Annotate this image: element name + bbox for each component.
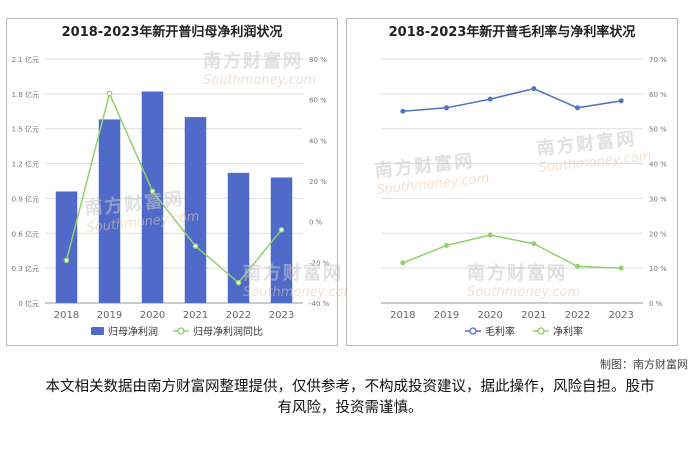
legend-line-label: 归母净利润同比 (193, 325, 263, 338)
bar (98, 119, 121, 304)
y-right-tick-label: 20 % (309, 178, 327, 186)
y-right-tick-label: 0 % (309, 219, 323, 227)
y-right-tick-label: -20 % (309, 259, 330, 267)
net-margin-point (444, 242, 449, 248)
x-tick-label: 2018 (390, 310, 415, 321)
y-right-tick-label: 60 % (309, 97, 327, 105)
net-profit-chart: 0 亿元 0.3 亿元 0.6 亿元 0.9 亿元 1.2 亿元 1.5 亿元 1.8 亿元… (12, 55, 330, 338)
net-margin-point (487, 232, 493, 238)
y-left-tick-label: 1.8 亿元 (12, 90, 39, 99)
legend-line-marker (537, 327, 545, 335)
net-margin-point (618, 265, 624, 271)
net-profit-chart-panel: 2018-2023年新开普归母净利润状况 0 亿元 0.3 亿元 0.6 亿元 0.9… (6, 18, 356, 346)
gross-margin-line (402, 87, 622, 113)
x-tick-label: 2022 (565, 310, 590, 321)
x-tick-label: 2019 (434, 310, 459, 321)
x-tick-label: 2023 (269, 310, 294, 321)
y-right-tick-label: 40 % (309, 137, 327, 145)
x-tick-label: 2023 (608, 310, 633, 321)
y-right-tick-label: 40 % (649, 161, 667, 169)
bar (270, 177, 293, 303)
bar (141, 91, 164, 304)
bar (184, 117, 207, 303)
gross-margin-point (487, 96, 493, 102)
legend-bar-swatch (91, 327, 104, 335)
y-right-tick-label: 60 % (649, 91, 667, 99)
y-left-tick-label: 1.2 亿元 (12, 160, 39, 169)
y-left-tick-label: 0.9 亿元 (12, 194, 39, 203)
yoy-point (149, 188, 156, 195)
y-right-tick-label: 30 % (649, 195, 667, 203)
y-right-tick-label: 20 % (649, 230, 667, 238)
gross-margin-point (400, 108, 406, 114)
x-tick-label: 2020 (477, 310, 502, 321)
legend-line-label: 毛利率 (485, 325, 515, 338)
legend-line-label: 净利率 (553, 325, 583, 338)
x-tick-label: 2021 (183, 310, 208, 321)
yoy-line (65, 91, 283, 284)
margin-chart: 0 % 10 % 20 % 30 % 40 % 50 % 60 % 70 % 2018 2019 2… (381, 56, 667, 338)
y-right-tick-label: 10 % (649, 265, 667, 273)
y-left-tick-label: 2.1 亿元 (12, 55, 39, 64)
x-tick-label: 2020 (140, 310, 165, 321)
legend-line-marker (469, 327, 477, 335)
y-right-tick-label: 70 % (649, 56, 667, 64)
y-left-tick-label: 0.3 亿元 (12, 264, 39, 273)
net-margin-point (400, 260, 406, 266)
yoy-point (106, 90, 113, 97)
yoy-point (235, 279, 242, 286)
x-tick-label: 2021 (521, 310, 546, 321)
y-right-tick-label: -40 % (309, 300, 330, 308)
y-left-tick-label: 0 亿元 (18, 299, 39, 308)
legend-bar-label: 归母净利润 (108, 325, 158, 338)
net-margin-point (531, 241, 537, 247)
gross-margin-point (531, 86, 537, 92)
y-left-tick-label: 0.6 亿元 (12, 229, 39, 238)
y-right-tick-label: 0 % (649, 300, 663, 308)
disclaimer-text: 本文相关数据由南方财富网整理提供，仅供参考，不构成投资建议，据此操作，风险自担。… (45, 379, 655, 416)
margin-chart-title: 2018-2023年新开普毛利率与净利率状况 (388, 25, 636, 40)
yoy-point (63, 257, 70, 264)
net-margin-line (402, 234, 622, 269)
net-profit-chart-title: 2018-2023年新开普归母净利润状况 (61, 25, 283, 40)
gross-margin-point (444, 105, 449, 111)
bar (227, 172, 250, 303)
bar (55, 191, 78, 303)
gross-margin-point (575, 105, 580, 111)
x-tick-label: 2022 (226, 310, 251, 321)
y-right-tick-label: 50 % (649, 126, 667, 134)
gross-margin-point (618, 98, 624, 104)
y-left-tick-label: 1.5 亿元 (12, 125, 39, 134)
yoy-point (278, 226, 285, 233)
margin-chart-panel: 2018-2023年新开普毛利率与净利率状况 0 % 10 % 20 % 30 % 40… (346, 18, 678, 346)
chart-credit: 制图：南方财富网 (600, 358, 688, 371)
net-margin-point (575, 263, 580, 269)
x-tick-label: 2019 (97, 310, 122, 321)
yoy-point (192, 243, 199, 249)
y-right-tick-label: 80 % (309, 56, 327, 64)
legend-line-marker (177, 327, 185, 335)
x-tick-label: 2018 (54, 310, 79, 321)
